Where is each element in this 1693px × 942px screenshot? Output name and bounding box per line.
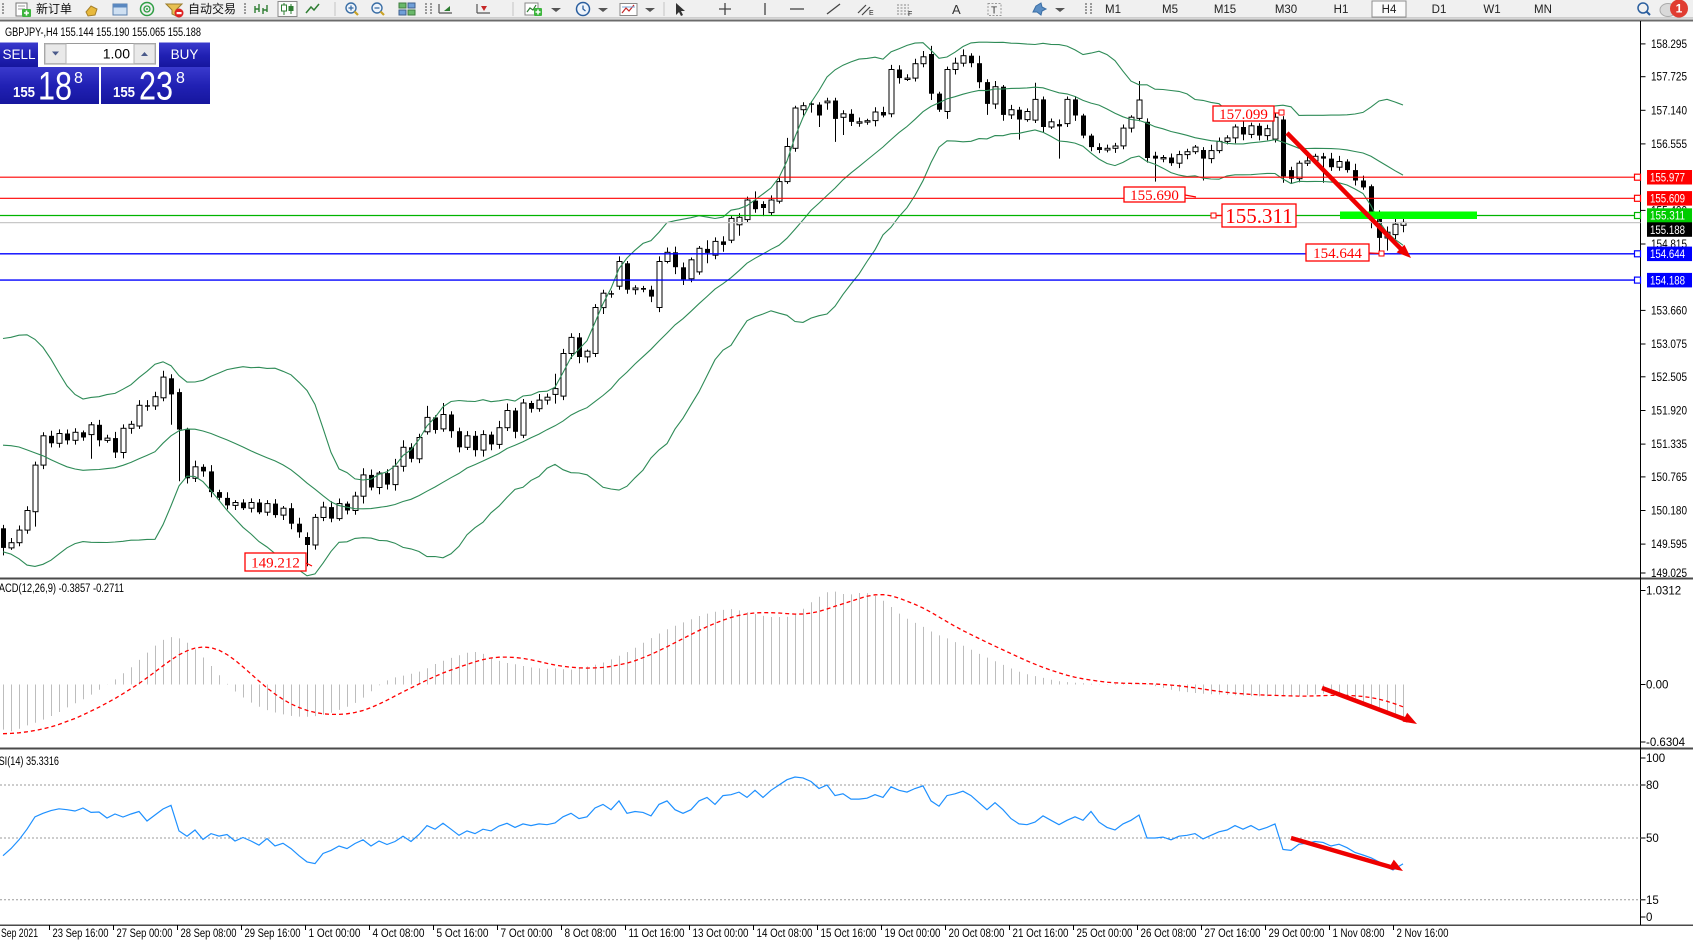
svg-text:H4: H4: [1382, 4, 1397, 16]
svg-text:153.075: 153.075: [1651, 339, 1687, 351]
svg-text:W1: W1: [1483, 4, 1500, 16]
svg-text:100: 100: [1646, 753, 1665, 765]
svg-text:150.765: 150.765: [1651, 472, 1687, 484]
svg-text:1 Oct 00:00: 1 Oct 00:00: [309, 928, 361, 940]
svg-text:8 Oct 08:00: 8 Oct 08:00: [565, 928, 617, 940]
svg-text:新订单: 新订单: [36, 1, 72, 16]
svg-text:154.644: 154.644: [1650, 249, 1686, 261]
svg-text:149.595: 149.595: [1651, 539, 1687, 551]
svg-text:154.644: 154.644: [1313, 246, 1362, 262]
svg-text:MN: MN: [1534, 4, 1552, 16]
svg-text:自动交易: 自动交易: [188, 1, 236, 16]
svg-text:7 Oct 00:00: 7 Oct 00:00: [501, 928, 553, 940]
svg-text:157.099: 157.099: [1219, 107, 1268, 123]
svg-text:27 Oct 16:00: 27 Oct 16:00: [1205, 928, 1261, 940]
svg-text:151.920: 151.920: [1651, 406, 1687, 418]
svg-text:50: 50: [1646, 833, 1659, 845]
svg-text:1 Nov 08:00: 1 Nov 08:00: [1333, 928, 1385, 940]
svg-text:21 Oct 16:00: 21 Oct 16:00: [1013, 928, 1069, 940]
svg-text:SELL: SELL: [2, 47, 36, 62]
svg-text:23 Sep 16:00: 23 Sep 16:00: [53, 928, 109, 940]
svg-text:155.311: 155.311: [1225, 204, 1292, 228]
svg-text:151.335: 151.335: [1651, 439, 1687, 451]
svg-text:0.00: 0.00: [1646, 680, 1668, 692]
svg-text:149.212: 149.212: [251, 555, 300, 571]
svg-text:18: 18: [38, 65, 72, 109]
svg-text:23: 23: [139, 65, 173, 109]
svg-text:153.660: 153.660: [1651, 305, 1687, 317]
svg-text:11 Oct 16:00: 11 Oct 16:00: [629, 928, 685, 940]
svg-text:F: F: [908, 11, 912, 18]
svg-text:155: 155: [113, 84, 135, 101]
svg-text:157.140: 157.140: [1651, 105, 1687, 117]
svg-text:28 Sep 08:00: 28 Sep 08:00: [181, 928, 237, 940]
svg-text:RSI(14) 35.3316: RSI(14) 35.3316: [0, 756, 59, 768]
svg-text:27 Sep 00:00: 27 Sep 00:00: [117, 928, 173, 940]
svg-text:D1: D1: [1432, 4, 1447, 16]
svg-text:1.0312: 1.0312: [1646, 586, 1681, 598]
svg-text:150.180: 150.180: [1651, 506, 1687, 518]
svg-text:1.00: 1.00: [103, 46, 130, 62]
svg-text:155: 155: [13, 84, 35, 101]
svg-text:M5: M5: [1162, 4, 1178, 16]
svg-text:154.188: 154.188: [1650, 275, 1685, 287]
svg-text:155.977: 155.977: [1650, 172, 1685, 184]
svg-text:0: 0: [1646, 912, 1652, 924]
svg-text:80: 80: [1646, 780, 1659, 792]
svg-text:4 Oct 08:00: 4 Oct 08:00: [373, 928, 425, 940]
svg-text:2 Nov 16:00: 2 Nov 16:00: [1397, 928, 1449, 940]
svg-text:MACD(12,26,9) -0.3857 -0.2711: MACD(12,26,9) -0.3857 -0.2711: [0, 583, 124, 595]
svg-text:5 Oct 16:00: 5 Oct 16:00: [437, 928, 489, 940]
svg-text:157.725: 157.725: [1651, 72, 1687, 84]
svg-text:152.505: 152.505: [1651, 372, 1687, 384]
svg-text:T: T: [991, 6, 997, 17]
svg-text:15: 15: [1646, 895, 1659, 907]
svg-text:14 Oct 08:00: 14 Oct 08:00: [757, 928, 813, 940]
svg-text:M30: M30: [1275, 4, 1297, 16]
svg-text:29 Oct 00:00: 29 Oct 00:00: [1269, 928, 1325, 940]
svg-text:19 Oct 00:00: 19 Oct 00:00: [885, 928, 941, 940]
svg-text:BUY: BUY: [171, 47, 199, 62]
svg-text:29 Sep 16:00: 29 Sep 16:00: [245, 928, 301, 940]
svg-text:26 Oct 08:00: 26 Oct 08:00: [1141, 928, 1197, 940]
svg-text:15 Oct 16:00: 15 Oct 16:00: [821, 928, 877, 940]
svg-text:GBPJPY-,H4 155.144 155.190 15: GBPJPY-,H4 155.144 155.190 155.065 155.1…: [5, 27, 201, 39]
svg-text:M15: M15: [1214, 4, 1236, 16]
svg-text:1: 1: [1676, 2, 1683, 16]
svg-text:8: 8: [176, 70, 185, 87]
svg-text:155.188: 155.188: [1650, 225, 1685, 237]
svg-text:155.311: 155.311: [1650, 211, 1685, 223]
svg-text:Sep 2021: Sep 2021: [1, 928, 38, 940]
svg-text:A: A: [952, 2, 961, 17]
svg-text:158.295: 158.295: [1651, 39, 1687, 51]
svg-text:H1: H1: [1334, 4, 1349, 16]
svg-text:8: 8: [74, 70, 83, 87]
svg-text:155.690: 155.690: [1130, 188, 1179, 204]
svg-text:156.555: 156.555: [1651, 139, 1687, 151]
svg-text:M1: M1: [1105, 4, 1121, 16]
svg-text:20 Oct 08:00: 20 Oct 08:00: [949, 928, 1005, 940]
svg-text:25 Oct 00:00: 25 Oct 00:00: [1077, 928, 1133, 940]
svg-text:155.609: 155.609: [1650, 194, 1685, 206]
svg-text:-0.6304: -0.6304: [1646, 737, 1686, 749]
svg-text:E: E: [869, 10, 874, 17]
svg-text:149.025: 149.025: [1651, 568, 1687, 580]
svg-text:13 Oct 00:00: 13 Oct 00:00: [693, 928, 749, 940]
